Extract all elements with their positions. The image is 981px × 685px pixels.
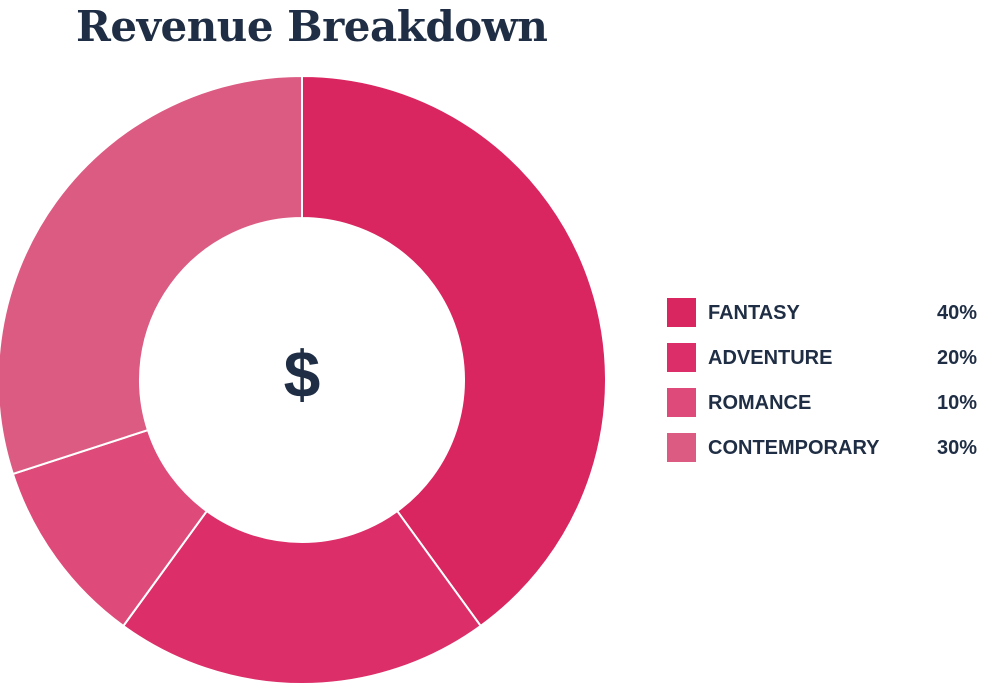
legend-item-adventure: ADVENTURE 20% [667,343,977,373]
donut-slices [0,74,607,685]
legend: FANTASY 40% ADVENTURE 20% ROMANCE 10% CONTEMPO… [667,298,977,478]
slice-adventure [121,509,483,685]
legend-item-romance: ROMANCE 10% [667,388,977,418]
slice-contemporary [0,74,303,476]
legend-value: 40% [936,302,977,324]
legend-swatch [667,298,696,327]
slice-fantasy [301,74,607,628]
legend-label: CONTEMPORARY [708,437,880,459]
legend-label: ADVENTURE [708,347,833,369]
center-label: $ [284,337,321,411]
legend-value: 20% [936,347,977,369]
legend-label: ROMANCE [708,392,812,414]
legend-swatch [667,388,696,417]
legend-swatch [667,433,696,462]
legend-label: FANTASY [708,302,800,324]
legend-value: 30% [936,437,977,459]
legend-item-fantasy: FANTASY 40% [667,298,977,328]
chart-title: Revenue Breakdown [76,2,548,51]
legend-swatch [667,343,696,372]
legend-item-contemporary: CONTEMPORARY 30% [667,433,977,463]
legend-value: 10% [936,392,977,414]
